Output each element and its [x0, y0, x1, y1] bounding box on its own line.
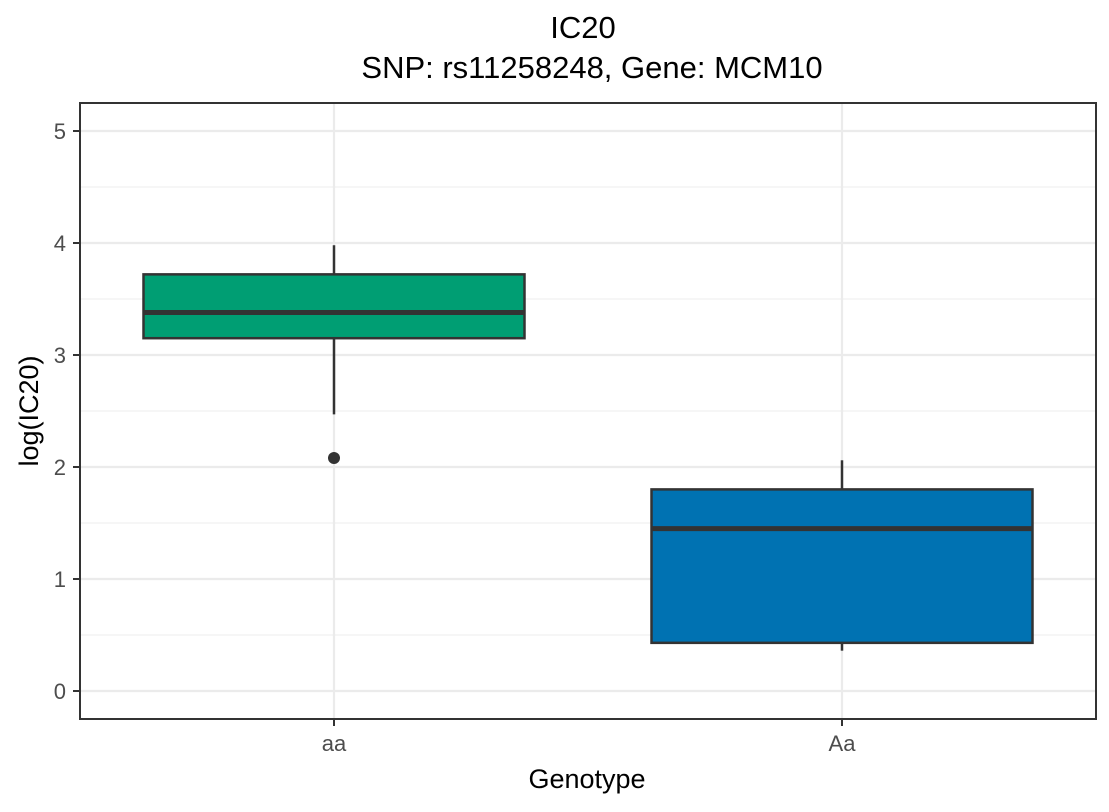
y-tick-label: 2 — [54, 455, 66, 480]
y-axis-title: log(IC20) — [14, 355, 44, 466]
y-tick-label: 1 — [54, 567, 66, 592]
box-iqr — [142, 273, 526, 340]
y-tick-label: 3 — [54, 343, 66, 368]
chart-subtitle: SNP: rs11258248, Gene: MCM10 — [361, 50, 822, 85]
plot-panel-border — [79, 102, 1097, 720]
box-Aa — [650, 460, 1034, 651]
y-tick-label: 4 — [54, 231, 66, 256]
x-tick-label: aa — [322, 731, 347, 756]
boxes — [142, 245, 1034, 651]
x-tick-label: Aa — [829, 731, 857, 756]
box-aa — [142, 245, 526, 465]
chart-title: IC20 — [550, 10, 615, 45]
outlier-point — [328, 452, 340, 465]
box-iqr — [650, 488, 1034, 645]
x-axis-title: Genotype — [528, 764, 645, 794]
y-tick-label: 0 — [54, 679, 66, 704]
y-tick-label: 5 — [54, 119, 66, 144]
axes: 0 1 2 3 4 5 aa Aa — [54, 119, 856, 756]
